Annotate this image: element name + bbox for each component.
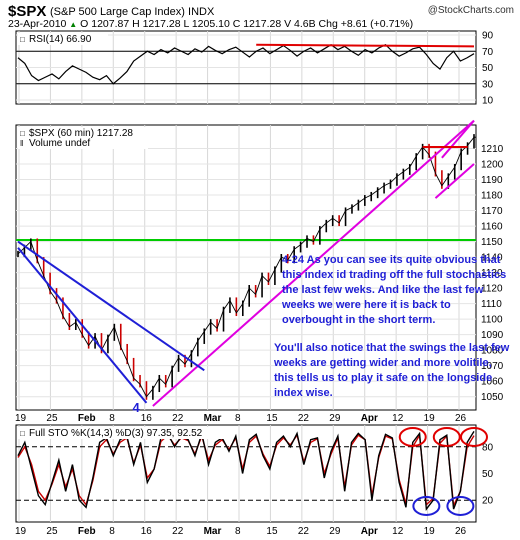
x-tick-label: 8: [109, 526, 115, 537]
x-tick-label: 22: [298, 526, 310, 537]
rsi-line: [17, 44, 475, 85]
x-tick-label: Mar: [204, 413, 222, 424]
x-tick-label: Feb: [78, 526, 96, 537]
x-tick-label: 22: [298, 413, 310, 424]
price-tick-label: 1150: [481, 237, 503, 248]
price-tick-label: 1130: [481, 268, 503, 279]
price-panel: [15, 124, 477, 411]
x-tick-label: Apr: [361, 413, 378, 424]
x-tick-label: 29: [329, 526, 341, 537]
rsi-title: RSI(14) 66.90: [29, 34, 92, 45]
quote-line: 23-Apr-2010 ▲ O 1207.87 H 1217.28 L 1205…: [8, 18, 413, 30]
x-tick-label: 8: [235, 413, 241, 424]
rsi-title-icon: □: [20, 35, 25, 44]
sto-blue-circle: [412, 496, 441, 516]
sto-blue-circle: [446, 496, 475, 516]
x-tick-label: 19: [15, 413, 27, 424]
price-tick-label: 1140: [481, 253, 503, 264]
x-tick-label: 15: [266, 413, 278, 424]
index-name: (S&P 500 Large Cap Index): [50, 6, 185, 18]
price-subtitle: Volume undef: [29, 138, 90, 149]
price-tick-label: 1210: [481, 144, 504, 155]
x-tick-label: 8: [235, 526, 241, 537]
price-tick-label: 1190: [481, 175, 503, 186]
quote-date: 23-Apr-2010: [8, 18, 67, 30]
price-tick-label: 1100: [481, 315, 503, 326]
price-tick-label: 1060: [481, 377, 504, 388]
x-tick-label: 12: [392, 526, 404, 537]
price-tick-label: 1050: [481, 392, 504, 403]
price-tick-label: 1070: [481, 361, 504, 372]
x-tick-label: 8: [109, 413, 115, 424]
x-tick-label: 25: [46, 526, 58, 537]
sto-title-icon: □: [20, 429, 25, 438]
trendline-pink_channel_top: [441, 119, 475, 159]
rsi-tick-label: 70: [482, 47, 494, 58]
price-tick-label: 1180: [481, 191, 503, 202]
price-tick-label: 1120: [481, 284, 503, 295]
x-tick-label: Apr: [361, 526, 378, 537]
price-tick-label: 1200: [481, 160, 504, 171]
x-tick-label: 19: [424, 526, 436, 537]
stochastics-panel: [15, 424, 477, 523]
x-tick-label: Feb: [78, 413, 96, 424]
wave-label-4: 4: [132, 400, 140, 415]
sto-tick-label: 80: [482, 442, 494, 453]
price-line: [17, 136, 475, 398]
sto-title: Full STO %K(14,3) %D(3) 97.35, 92.52: [29, 428, 203, 439]
up-arrow-icon: ▲: [69, 20, 78, 29]
x-tick-label: 25: [46, 413, 58, 424]
x-tick-label: 15: [266, 526, 278, 537]
price-tick-label: 1110: [481, 299, 502, 310]
x-tick-label: 16: [141, 526, 153, 537]
rsi-red-trendline: [256, 43, 475, 48]
annotation-note-2: You'll also notice that the swings the l…: [274, 342, 510, 399]
sto-k-line: [17, 430, 475, 511]
sto-title-bg: [18, 427, 228, 439]
volume-icon: ‖: [20, 139, 23, 148]
rsi-title-bg: [18, 33, 108, 45]
annotation-note-1: 4-24 As you can see its quite obvious th…: [282, 254, 507, 326]
trendline-blue_channel_lower: [17, 247, 148, 404]
x-tick-label: 19: [424, 413, 436, 424]
trendline-pink_uptrend: [152, 119, 475, 407]
x-tick-label: 22: [172, 526, 184, 537]
trendline-blue_channel_upper: [17, 240, 205, 372]
price-tick-label: 1160: [481, 222, 503, 233]
sto-red-circle: [398, 427, 427, 447]
x-tick-label: 12: [392, 413, 404, 424]
price-title-bg: [18, 127, 148, 149]
rsi-tick-label: 10: [482, 96, 494, 107]
x-tick-label: Mar: [204, 526, 222, 537]
x-tick-label: 26: [455, 526, 467, 537]
trendline-pink_channel_bottom: [434, 163, 475, 199]
watermark: @StockCharts.com: [427, 5, 514, 16]
quote-values: O 1207.87 H 1217.28 L 1205.10 C 1217.28 …: [80, 18, 414, 30]
price-title: $SPX (60 min) 1217.28: [29, 128, 133, 139]
price-title-icon: □: [20, 129, 25, 138]
price-tick-label: 1170: [481, 206, 503, 217]
x-tick-label: 19: [15, 526, 27, 537]
price-tick-label: 1080: [481, 346, 504, 357]
rsi-tick-label: 30: [482, 79, 494, 90]
x-tick-label: 22: [172, 413, 184, 424]
sto-tick-label: 50: [482, 469, 494, 480]
sto-red-circle: [460, 427, 488, 447]
exchange-label: INDX: [188, 6, 215, 18]
x-tick-label: 26: [455, 413, 467, 424]
x-tick-label: 29: [329, 413, 341, 424]
chart-index-name: (S&P 500 Large Cap Index) INDX: [50, 6, 214, 18]
sto-red-circle: [432, 427, 461, 447]
price-tick-label: 1090: [481, 330, 504, 341]
x-tick-label: 16: [141, 413, 153, 424]
sto-tick-label: 20: [482, 496, 494, 507]
rsi-tick-label: 90: [482, 31, 494, 42]
chart-symbol: $SPX: [8, 3, 47, 20]
rsi-tick-label: 50: [482, 63, 494, 74]
